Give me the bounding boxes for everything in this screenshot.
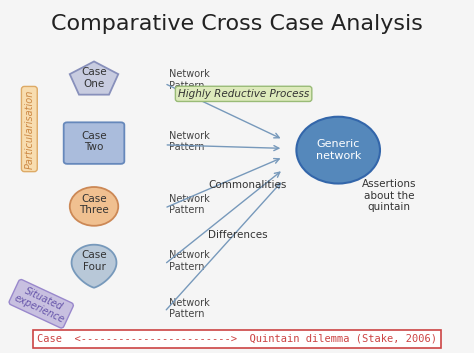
Text: Network
Pattern: Network Pattern bbox=[169, 131, 210, 152]
Text: Case
Two: Case Two bbox=[81, 131, 107, 152]
Circle shape bbox=[296, 117, 380, 184]
FancyBboxPatch shape bbox=[64, 122, 124, 164]
Text: Particularisation: Particularisation bbox=[24, 89, 34, 169]
Polygon shape bbox=[70, 61, 118, 95]
Polygon shape bbox=[72, 245, 117, 288]
Text: Network
Pattern: Network Pattern bbox=[169, 298, 210, 319]
Text: Differences: Differences bbox=[209, 229, 268, 240]
Text: Network
Pattern: Network Pattern bbox=[169, 250, 210, 272]
Text: Case
One: Case One bbox=[81, 67, 107, 89]
Text: Highly Reductive Process: Highly Reductive Process bbox=[178, 89, 309, 99]
Text: Commonalities: Commonalities bbox=[209, 180, 287, 190]
Text: Situated
experience: Situated experience bbox=[12, 282, 70, 325]
Text: Network
Pattern: Network Pattern bbox=[169, 69, 210, 91]
Text: Network
Pattern: Network Pattern bbox=[169, 194, 210, 215]
Text: Assertions
about the
quintain: Assertions about the quintain bbox=[362, 179, 416, 213]
Text: Comparative Cross Case Analysis: Comparative Cross Case Analysis bbox=[51, 13, 423, 34]
Text: Generic
network: Generic network bbox=[316, 139, 361, 161]
Text: Case
Four: Case Four bbox=[81, 250, 107, 272]
Text: Case  <------------------------>  Quintain dilemma (Stake, 2006): Case <------------------------> Quintain… bbox=[37, 334, 437, 344]
Circle shape bbox=[70, 187, 118, 226]
Text: Case
Three: Case Three bbox=[79, 194, 109, 215]
